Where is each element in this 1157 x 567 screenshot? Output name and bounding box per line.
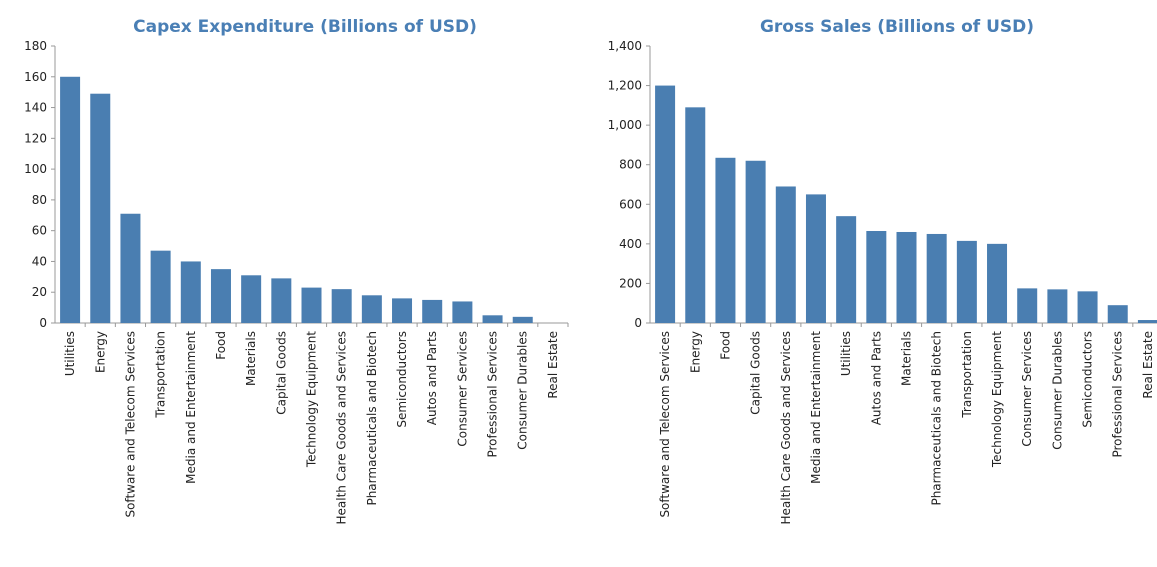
bar <box>210 269 231 323</box>
x-tick-label: Transportation <box>960 331 974 419</box>
x-tick-label: Professional Services <box>486 331 500 458</box>
y-tick-label: 80 <box>32 193 47 207</box>
bar <box>926 233 947 323</box>
x-tick-label: Semiconductors <box>395 331 409 428</box>
bar <box>241 275 262 323</box>
y-tick-label: 200 <box>619 276 642 290</box>
chart: Gross Sales (Billions of USD) 0 200 400 600 8… <box>608 17 1157 524</box>
y-tick-label: 400 <box>619 237 642 251</box>
bar <box>512 316 533 323</box>
x-tick-label: Professional Services <box>1111 331 1125 458</box>
x-tick-label: Utilities <box>839 331 853 376</box>
y-tick-label: 20 <box>32 285 47 299</box>
bar <box>896 231 917 323</box>
x-tick-label: Health Care Goods and Services <box>779 331 793 524</box>
y-tick-label: 0 <box>39 316 47 330</box>
y-tick-label: 180 <box>24 39 47 53</box>
y-tick-label: 160 <box>24 70 47 84</box>
x-tick-label: Real Estate <box>1141 331 1155 399</box>
y-tick-label: 60 <box>32 224 47 238</box>
x-tick-label: Utilities <box>63 331 77 376</box>
y-tick-label: 40 <box>32 254 47 268</box>
bar <box>150 250 171 323</box>
chart: Capex Expenditure (Billions of USD) 0 20 40… <box>24 17 569 524</box>
x-tick-label: Pharmaceuticals and Biotech <box>930 331 944 506</box>
x-tick-label: Health Care Goods and Services <box>335 331 349 524</box>
x-tick-label: Autos and Parts <box>869 331 883 425</box>
bar <box>271 278 292 323</box>
bar <box>836 216 857 323</box>
x-tick-label: Energy <box>93 331 107 373</box>
y-tick-label: 0 <box>634 316 642 330</box>
x-tick-label: Consumer Services <box>455 331 469 447</box>
x-tick-label: Energy <box>688 331 702 373</box>
x-tick-label: Software and Telecom Services <box>658 331 672 518</box>
x-tick-label: Semiconductors <box>1081 331 1095 428</box>
bar <box>775 186 796 323</box>
bar <box>956 240 977 323</box>
x-tick-label: Materials <box>244 331 258 386</box>
x-tick-label: Media and Entertainment <box>184 331 198 484</box>
bar <box>1137 320 1157 323</box>
x-tick-label: Technology Equipment <box>990 331 1004 468</box>
chart-title: Gross Sales (Billions of USD) <box>760 17 1034 37</box>
bar <box>392 298 413 323</box>
x-tick-label: Consumer Durables <box>1050 331 1064 450</box>
chart-title: Capex Expenditure (Billions of USD) <box>133 17 477 37</box>
bar <box>452 301 473 323</box>
bar <box>301 287 322 323</box>
y-tick-label: 140 <box>24 101 47 115</box>
y-tick-label: 1,200 <box>608 79 642 93</box>
x-tick-label: Pharmaceuticals and Biotech <box>365 331 379 506</box>
bar <box>655 85 676 323</box>
bar <box>866 230 887 323</box>
x-tick-label: Media and Entertainment <box>809 331 823 484</box>
x-tick-label: Software and Telecom Services <box>123 331 137 518</box>
y-tick-label: 120 <box>24 131 47 145</box>
x-tick-label: Capital Goods <box>749 331 763 415</box>
bar <box>987 243 1008 323</box>
bar <box>1107 305 1128 323</box>
x-tick-label: Capital Goods <box>274 331 288 415</box>
x-tick-label: Transportation <box>154 331 168 419</box>
y-tick-label: 800 <box>619 158 642 172</box>
bar <box>805 194 826 323</box>
x-tick-label: Technology Equipment <box>305 331 319 468</box>
bar <box>1077 291 1098 323</box>
x-tick-label: Consumer Services <box>1020 331 1034 447</box>
bar <box>60 76 81 324</box>
x-tick-label: Materials <box>900 331 914 386</box>
bar <box>90 93 111 323</box>
bar <box>180 261 201 323</box>
bar <box>685 107 706 323</box>
bar <box>745 160 766 323</box>
y-tick-label: 1,400 <box>608 39 642 53</box>
x-tick-label: Real Estate <box>546 331 560 399</box>
y-tick-label: 100 <box>24 162 47 176</box>
bar <box>715 157 736 323</box>
bar <box>120 213 141 323</box>
bar <box>361 295 382 323</box>
bar <box>331 289 352 323</box>
y-tick-label: 1,000 <box>608 118 642 132</box>
x-tick-label: Consumer Durables <box>516 331 530 450</box>
x-tick-label: Autos and Parts <box>425 331 439 425</box>
x-tick-label: Food <box>214 331 228 360</box>
bar <box>422 299 443 323</box>
bar <box>1017 288 1038 323</box>
y-tick-label: 600 <box>619 197 642 211</box>
bar <box>482 315 503 323</box>
x-tick-label: Food <box>718 331 732 360</box>
bar <box>1047 289 1068 323</box>
